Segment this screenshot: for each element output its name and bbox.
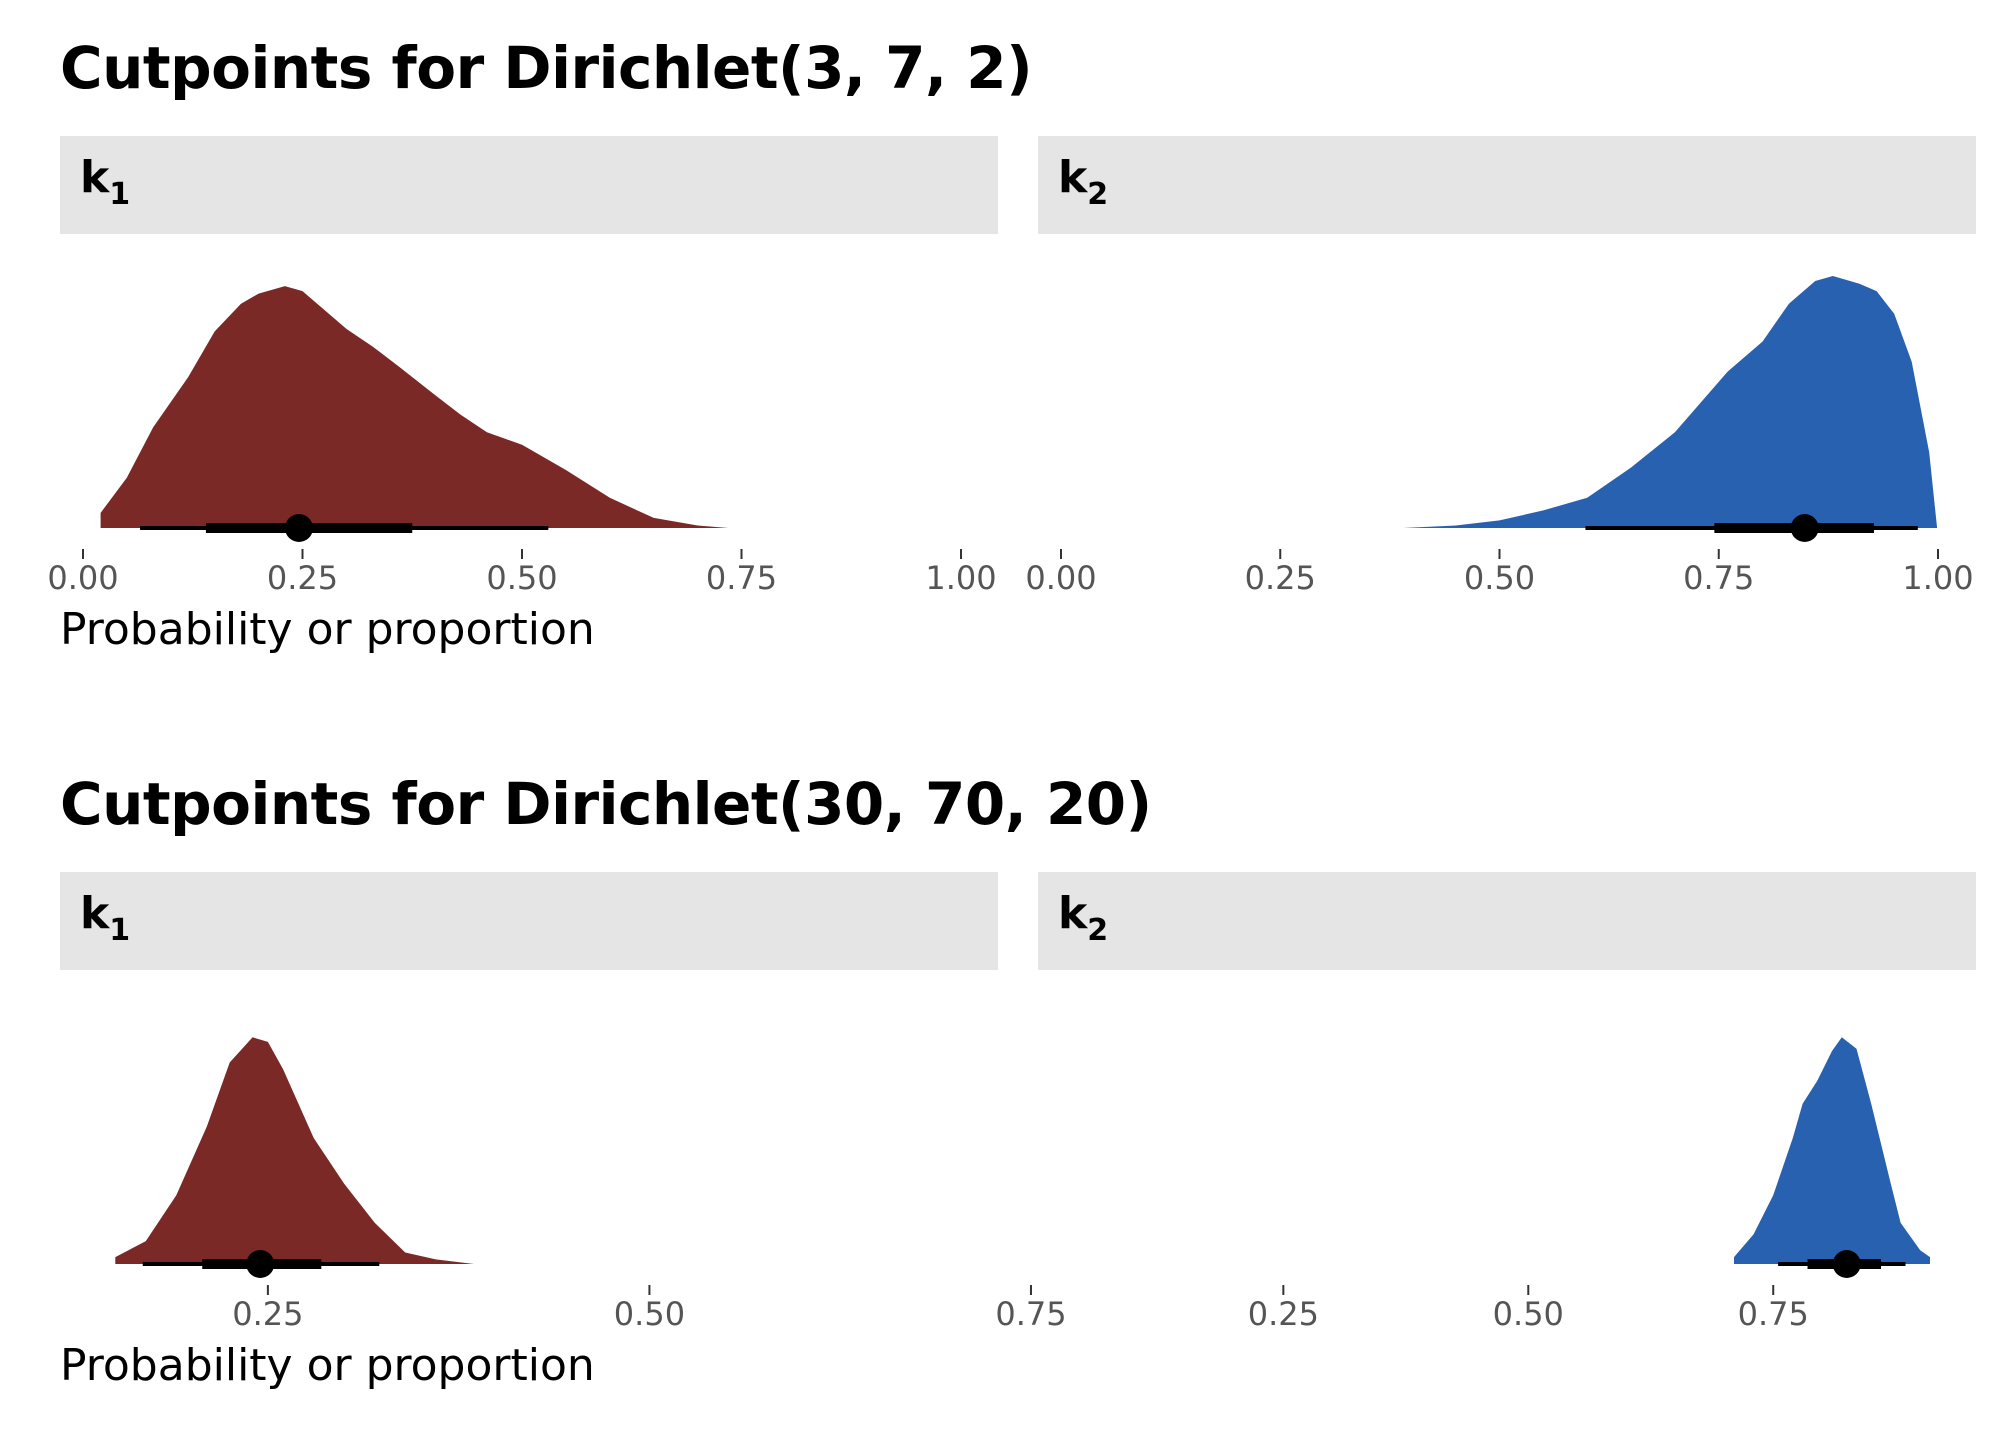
chart-1-k1-x-tick-label: 0.00 xyxy=(47,559,118,597)
chart-1-title: Cutpoints for Dirichlet(3, 7, 2) xyxy=(60,34,1033,102)
chart-2-k2-density-area xyxy=(1734,1037,1930,1264)
chart-2-k1-x-tick-label: 0.25 xyxy=(232,1295,303,1333)
chart-2-k2-x-tick-label: 0.75 xyxy=(1738,1295,1809,1333)
chart-2-x-axis-label: Probability or proportion xyxy=(60,1340,595,1391)
chart-2-k1-x-tick-label: 0.50 xyxy=(614,1295,685,1333)
chart-1-x-axis-label: Probability or proportion xyxy=(60,604,595,655)
chart-1-k1-point-estimate xyxy=(284,514,313,542)
chart-1-k2-x-tick-label: 0.75 xyxy=(1683,559,1754,597)
chart-1-k2-x-tick-label: 0.00 xyxy=(1025,559,1096,597)
chart-1-k2-x-tick-label: 1.00 xyxy=(1902,559,1973,597)
chart-2-k2-x-tick-label: 0.50 xyxy=(1493,1295,1564,1333)
chart-1-k2-point-estimate xyxy=(1790,514,1819,542)
chart-1-k2-density-area xyxy=(1403,276,1938,528)
chart-1-strip-k2: k2 xyxy=(1038,136,1976,234)
chart-1-k1-density-area xyxy=(100,286,729,528)
chart-1-strip-k1-label: k1 xyxy=(80,152,131,212)
chart-2-strip-k1: k1 xyxy=(60,872,998,970)
chart-2-k1-density-area xyxy=(115,1037,474,1264)
chart-2-k2-point-estimate xyxy=(1832,1250,1861,1278)
chart-1-panel-k1: 0.00 0.25 0.50 0.75 1.00 xyxy=(47,286,997,597)
chart-2-k2-x-tick-label: 0.25 xyxy=(1248,1295,1319,1333)
chart-1-panel-k2: 0.00 0.25 0.50 0.75 1.00 xyxy=(1025,276,1974,597)
chart-2-strip-k2: k2 xyxy=(1038,872,1976,970)
chart-1-k1-x-tick-label: 0.50 xyxy=(486,559,557,597)
chart-2-k1-x-tick-label: 0.75 xyxy=(995,1295,1066,1333)
chart-2-strip-k1-label: k1 xyxy=(80,888,131,948)
chart-1-k1-x-tick-label: 0.75 xyxy=(706,559,777,597)
chart-1-strip-k2-label: k2 xyxy=(1058,152,1109,212)
chart-2-strip-k2-label: k2 xyxy=(1058,888,1109,948)
chart-1-strip-k1: k1 xyxy=(60,136,998,234)
chart-2-title: Cutpoints for Dirichlet(30, 70, 20) xyxy=(60,770,1152,838)
chart-1-k2-x-tick-label: 0.25 xyxy=(1245,559,1316,597)
chart-1-k1-x-tick-label: 0.25 xyxy=(267,559,338,597)
chart-1-k1-x-tick-label: 1.00 xyxy=(925,559,996,597)
chart-1-k2-x-tick-label: 0.50 xyxy=(1464,559,1535,597)
chart-2-k1-point-estimate xyxy=(246,1250,275,1278)
